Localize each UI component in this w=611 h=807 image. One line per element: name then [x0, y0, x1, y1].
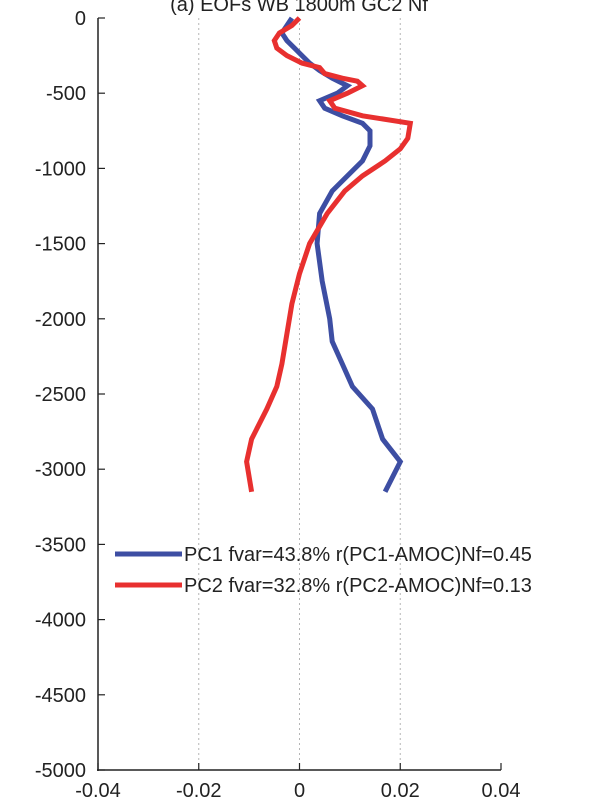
x-tick-label: 0.02: [381, 780, 420, 802]
axes-layer: -0.04 -0.02 0 0.02 0.04 0 -500 -1000 -1500 -2000 -…: [35, 8, 521, 802]
grid-layer: [198, 18, 401, 770]
y-tick-label: -4000: [35, 610, 86, 632]
y-tick-label: -1500: [35, 234, 86, 256]
y-tick-label: -4500: [35, 685, 86, 707]
series-line-pc2: [244, 16, 414, 493]
y-tick-label: -2500: [35, 384, 86, 406]
x-tick-label: 0: [294, 780, 305, 802]
legend-label-pc1: PC1 fvar=43.8% r(PC1-AMOC)Nf=0.45: [184, 544, 532, 566]
x-tick-label: -0.02: [176, 780, 222, 802]
y-tick-label: -2000: [35, 309, 86, 331]
series-layer: [244, 16, 414, 493]
x-tick-label: -0.04: [75, 780, 121, 802]
legend-label-pc2: PC2 fvar=32.8% r(PC2-AMOC)Nf=0.13: [184, 575, 532, 597]
y-tick-label: -5000: [35, 760, 86, 782]
y-tick-label: 0: [75, 8, 86, 30]
y-tick-label: -3500: [35, 534, 86, 556]
x-tick-label: 0.04: [482, 780, 521, 802]
y-tick-label: -500: [46, 83, 86, 105]
y-tick-label: -3000: [35, 459, 86, 481]
chart-title: (a) EOFs WB 1800m GC2 Nf: [170, 0, 428, 16]
series-line-pc1: [278, 16, 404, 493]
y-tick-label: -1000: [35, 158, 86, 180]
legend: PC1 fvar=43.8% r(PC1-AMOC)Nf=0.45 PC2 fva…: [115, 544, 532, 597]
